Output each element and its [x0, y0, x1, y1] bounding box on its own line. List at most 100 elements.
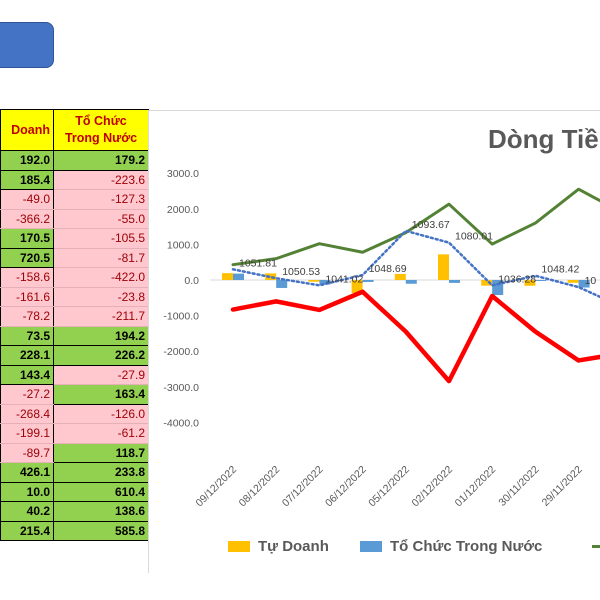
- cell-tu-doanh[interactable]: 143.4: [0, 364, 54, 385]
- cell-tu-doanh[interactable]: 73.5: [0, 325, 54, 346]
- bar-to-chuc: [578, 280, 590, 288]
- table-row: 40.2 138.6: [0, 501, 149, 522]
- series-line-dotted: [231, 229, 600, 299]
- y-tick-label: -3000.0: [163, 382, 199, 394]
- bar-tu-doanh: [524, 280, 536, 286]
- series-line-green: [231, 187, 600, 267]
- cell-to-chuc[interactable]: -105.5: [53, 228, 149, 249]
- cell-to-chuc[interactable]: 118.7: [53, 442, 149, 463]
- cell-tu-doanh[interactable]: -49.0: [0, 189, 54, 210]
- y-tick-label: 3000.0: [167, 168, 199, 180]
- cell-tu-doanh[interactable]: 426.1: [0, 462, 54, 483]
- cell-tu-doanh[interactable]: 215.4: [0, 520, 54, 541]
- cell-to-chuc[interactable]: 226.2: [53, 345, 149, 366]
- header-line-2: Trong Nước: [64, 131, 138, 145]
- cell-to-chuc[interactable]: 163.4: [53, 384, 149, 405]
- x-tick-label: 09/12/2022: [193, 464, 239, 510]
- cell-tu-doanh[interactable]: -158.6: [0, 267, 54, 288]
- cell-tu-doanh[interactable]: 228.1: [0, 345, 54, 366]
- table-row: 228.1 226.2: [0, 345, 149, 366]
- chart-title: Dòng Tiề: [488, 124, 599, 154]
- header-line-1: Tổ Chức: [75, 114, 127, 128]
- bar-tu-doanh: [481, 280, 493, 286]
- bar-tu-doanh: [222, 273, 233, 280]
- table-row: 426.1 233.8: [0, 462, 149, 483]
- series-line-red: [230, 289, 600, 384]
- cell-to-chuc[interactable]: -81.7: [53, 247, 149, 268]
- data-label: 1093.67: [412, 219, 450, 231]
- chart-area[interactable]: [148, 110, 600, 573]
- table-row: -89.7 118.7: [0, 442, 149, 463]
- data-label: 1036.28: [498, 273, 536, 285]
- x-tick-label: 05/12/2022: [366, 464, 412, 510]
- table-row: 170.5 -105.5: [0, 228, 149, 249]
- bar-to-chuc: [362, 280, 374, 282]
- cell-tu-doanh[interactable]: 720.5: [0, 247, 54, 268]
- cell-tu-doanh[interactable]: -161.6: [0, 286, 54, 307]
- macro-button[interactable]: [0, 22, 54, 68]
- x-tick-label: 07/12/2022: [280, 464, 326, 510]
- header-tu-doanh[interactable]: Doanh: [0, 109, 54, 151]
- data-label: 1051.81: [239, 257, 277, 269]
- bar-to-chuc: [492, 280, 504, 296]
- bar-to-chuc: [405, 280, 417, 284]
- table-header-row: Doanh Tổ Chức Trong Nước: [0, 109, 149, 151]
- data-label: 1048.42: [541, 264, 579, 276]
- table-row: -27.2 163.4: [0, 384, 149, 405]
- x-tick-label: 06/12/2022: [323, 464, 369, 510]
- data-label: 1080.01: [455, 231, 493, 243]
- table-row: -49.0 -127.3: [0, 189, 149, 210]
- bar-to-chuc: [535, 280, 547, 281]
- legend-item-to-chuc: Tổ Chức Trong Nước: [360, 536, 542, 556]
- cell-tu-doanh[interactable]: 10.0: [0, 481, 54, 502]
- table-row: 143.4 -27.9: [0, 364, 149, 385]
- table-row: -268.4 -126.0: [0, 403, 149, 424]
- table-row: 720.5 -81.7: [0, 247, 149, 268]
- legend-label-to-chuc: Tổ Chức Trong Nước: [390, 537, 543, 555]
- bar-tu-doanh: [308, 280, 320, 282]
- cell-to-chuc[interactable]: -23.8: [53, 286, 149, 307]
- legend-swatch-to-chuc: [360, 540, 382, 552]
- legend-item-tu-doanh: Tự Doanh: [228, 536, 329, 556]
- data-label: 1048.69: [369, 263, 407, 275]
- cell-to-chuc[interactable]: 233.8: [53, 462, 149, 483]
- cell-to-chuc[interactable]: -126.0: [53, 403, 149, 424]
- table-row: -199.1 -61.2: [0, 423, 149, 444]
- bar-to-chuc: [276, 280, 288, 288]
- y-tick-label: 0.0: [184, 275, 199, 287]
- x-tick-label: 08/12/2022: [237, 464, 283, 510]
- cell-tu-doanh[interactable]: -89.7: [0, 442, 54, 463]
- y-tick-label: 1000.0: [167, 239, 199, 251]
- cell-to-chuc[interactable]: -61.2: [53, 423, 149, 444]
- bar-to-chuc: [319, 280, 331, 285]
- data-label: 1041.02: [325, 273, 363, 285]
- bar-to-chuc: [233, 273, 244, 280]
- y-tick-label: -1000.0: [163, 311, 199, 323]
- data-table: Doanh Tổ Chức Trong Nước 192.0 179.2 185.4…: [0, 109, 149, 541]
- x-tick-label: 29/11/2022: [540, 464, 585, 509]
- legend-swatch-tu-doanh: [228, 540, 250, 552]
- cell-to-chuc[interactable]: -27.9: [53, 364, 149, 385]
- table-row: -161.6 -23.8: [0, 286, 149, 307]
- legend-swatch-line: [592, 545, 600, 548]
- header-to-chuc-trong-nuoc[interactable]: Tổ Chức Trong Nước: [53, 109, 149, 151]
- y-tick-label: 2000.0: [167, 204, 199, 216]
- data-label: 10: [585, 275, 597, 287]
- bar-tu-doanh: [438, 254, 449, 280]
- bar-tu-doanh: [567, 280, 579, 283]
- cell-to-chuc[interactable]: 194.2: [53, 325, 149, 346]
- x-tick-label: 30/11/2022: [496, 464, 541, 509]
- bar-tu-doanh: [394, 273, 406, 280]
- cell-to-chuc[interactable]: -127.3: [53, 189, 149, 210]
- cell-tu-doanh[interactable]: -199.1: [0, 423, 54, 444]
- data-label: 1050.53: [282, 266, 320, 278]
- table-row: -158.6 -422.0: [0, 267, 149, 288]
- y-tick-label: -4000.0: [163, 417, 199, 429]
- cell-tu-doanh[interactable]: -78.2: [0, 306, 54, 327]
- y-tick-label: -2000.0: [163, 346, 199, 358]
- x-tick-label: 01/12/2022: [453, 464, 499, 510]
- table-row: 73.5 194.2: [0, 325, 149, 346]
- bar-tu-doanh: [265, 273, 277, 280]
- legend-label-tu-doanh: Tự Doanh: [258, 537, 329, 555]
